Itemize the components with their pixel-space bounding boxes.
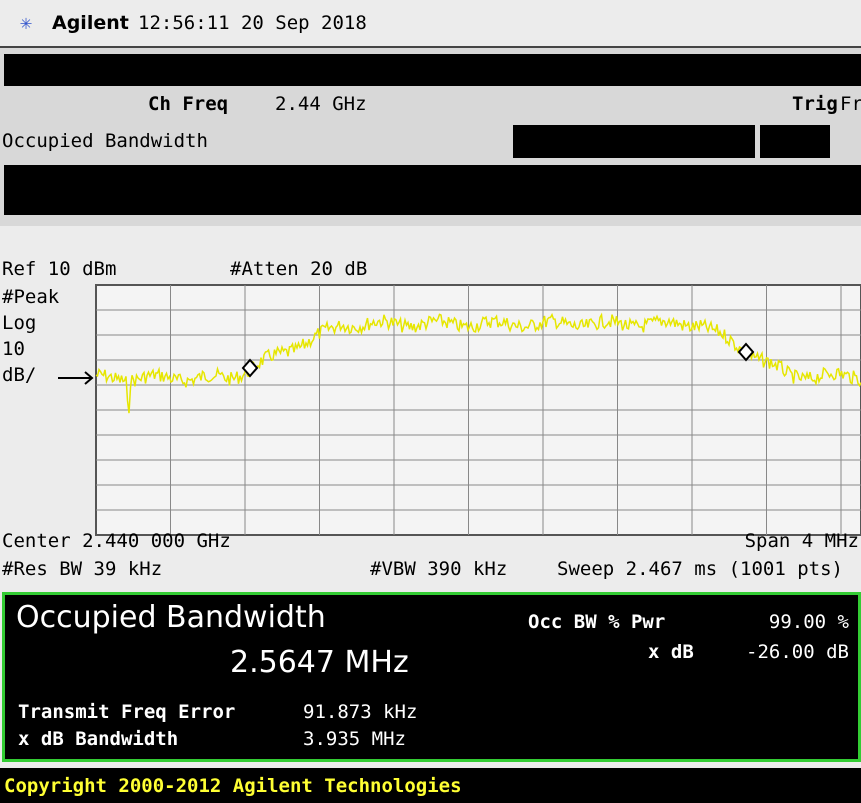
xdb-bw-label: x dB Bandwidth — [18, 728, 179, 750]
tfe-label: Transmit Freq Error — [18, 701, 236, 723]
scale-value: 10 — [2, 338, 25, 360]
footer-bar — [0, 768, 861, 803]
attenuation: #Atten 20 dB — [230, 258, 368, 280]
tfe-value: 91.873 kHz — [303, 701, 418, 723]
copyright: Copyright 2000-2012 Agilent Technologies — [4, 775, 462, 797]
scale-type: Log — [2, 312, 37, 334]
center-freq: Center 2.440 000 GHz — [2, 530, 231, 552]
obw-value: 2.5647 MHz — [230, 645, 409, 680]
scale-unit: dB/ — [2, 364, 37, 386]
trig-value: Free — [840, 93, 861, 115]
ref-arrow-head — [84, 371, 94, 385]
brand: Agilent — [52, 12, 129, 34]
trace-plot — [58, 284, 861, 536]
status-bar — [4, 54, 861, 86]
ch-freq-value: 2.44 GHz — [275, 93, 367, 115]
occ-bw-label: Occ BW % Pwr — [528, 611, 666, 633]
marker — [241, 358, 259, 378]
timestamp: 12:56:11 20 Sep 2018 — [138, 12, 367, 34]
results-panel — [2, 592, 861, 762]
ch-freq-label: Ch Freq — [148, 93, 229, 115]
field-box — [760, 125, 830, 158]
xdb-value: -26.00 dB — [746, 641, 849, 663]
span: Span 4 MHz — [744, 530, 859, 552]
trace — [95, 312, 861, 414]
message-bar — [4, 165, 861, 215]
res-bw: #Res BW 39 kHz — [2, 558, 163, 580]
marker — [737, 342, 755, 362]
field-box — [513, 125, 755, 158]
vbw: #VBW 390 kHz — [370, 558, 508, 580]
sweep: Sweep 2.467 ms (1001 pts) — [557, 558, 843, 580]
xdb-bw-value: 3.935 MHz — [303, 728, 406, 750]
ref-level: Ref 10 dBm — [2, 258, 117, 280]
logo: ✳ — [20, 10, 33, 34]
detector: #Peak — [2, 286, 60, 308]
results-title: Occupied Bandwidth — [16, 600, 326, 635]
measurement-name: Occupied Bandwidth — [2, 130, 208, 152]
occ-bw-value: 99.00 % — [768, 611, 849, 633]
xdb-label: x dB — [648, 641, 694, 663]
trig-label: Trig — [792, 93, 838, 115]
